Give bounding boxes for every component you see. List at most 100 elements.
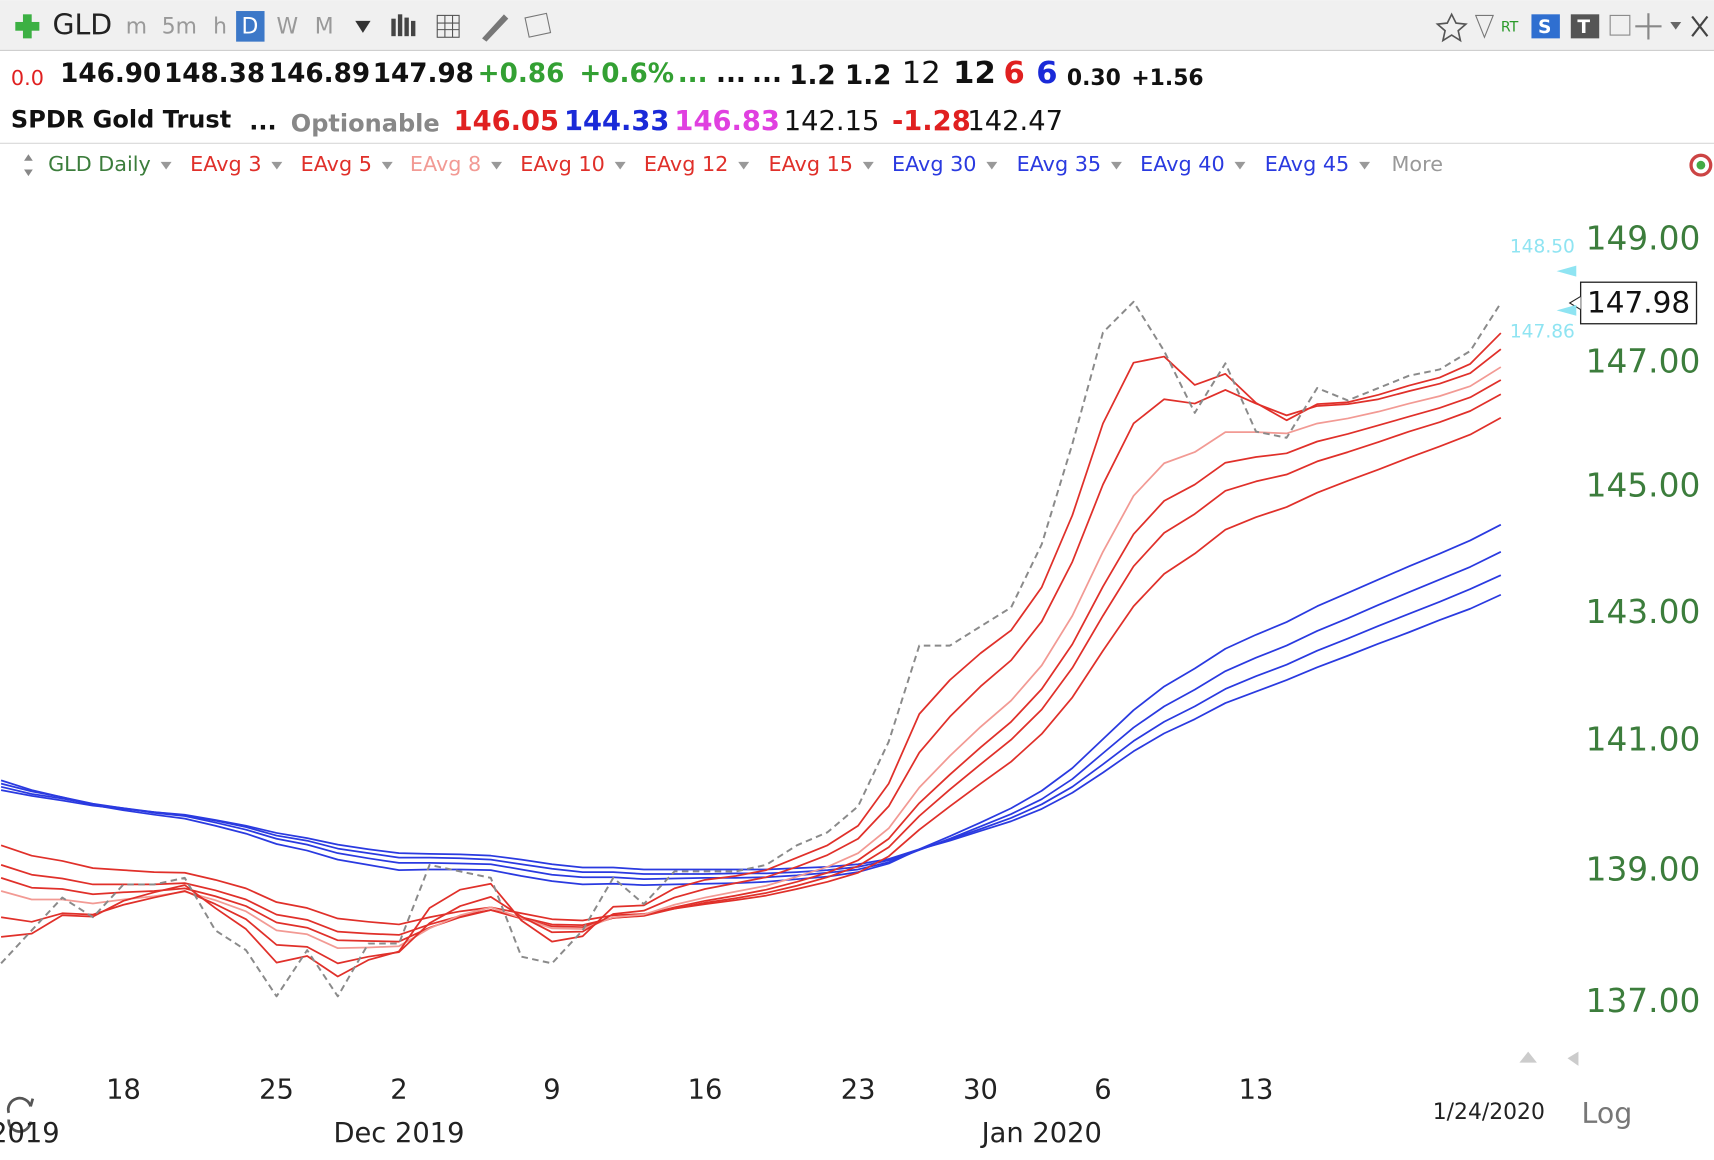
- y-tick-label: 137.00: [1586, 982, 1701, 1020]
- x-tick-label: 18: [106, 1075, 141, 1106]
- rt-label[interactable]: RT: [1501, 19, 1519, 35]
- quote-field: 142.15: [784, 106, 880, 137]
- close-icon[interactable]: [1691, 15, 1709, 37]
- security-name: SPDR Gold Trust: [11, 105, 231, 133]
- quote-open: 146.90: [60, 59, 161, 89]
- quote-net: +0.86: [478, 59, 565, 89]
- legend-dropdown[interactable]: [738, 161, 750, 170]
- x-tick-label: 6: [1094, 1075, 1111, 1106]
- legend-entry[interactable]: EAvg 5: [301, 152, 372, 176]
- last-price: 147.98: [1587, 286, 1690, 320]
- x-tick-label: 25: [259, 1075, 294, 1106]
- symbol[interactable]: GLD: [52, 8, 112, 41]
- legend-dropdown[interactable]: [1359, 161, 1371, 170]
- scale-toggle[interactable]: Log: [1582, 1097, 1633, 1130]
- y-tick-label: 141.00: [1586, 721, 1701, 759]
- save-icon[interactable]: [1609, 14, 1631, 36]
- legend-entry[interactable]: EAvg 15: [768, 152, 853, 176]
- legend-dropdown[interactable]: [1110, 161, 1122, 170]
- x-tick-label: 2: [390, 1075, 407, 1106]
- legend-dropdown[interactable]: [271, 161, 283, 170]
- legend-dropdown[interactable]: [491, 161, 503, 170]
- plot-area: [0, 300, 1502, 998]
- quote-field: 6: [1036, 56, 1057, 91]
- side-marker-label: 148.50: [1510, 237, 1575, 258]
- interval[interactable]: D: [242, 14, 259, 39]
- interval-active: [236, 11, 265, 42]
- quote-field: 0.30: [1067, 66, 1121, 91]
- legend-dropdown[interactable]: [862, 161, 874, 170]
- ema-line: [0, 417, 1502, 926]
- legend-entry[interactable]: EAvg 40: [1140, 152, 1225, 176]
- quote-dots: ...: [678, 59, 708, 89]
- dropdown-icon[interactable]: [355, 20, 371, 33]
- legend-entry[interactable]: EAvg 35: [1017, 152, 1102, 176]
- s-badge[interactable]: S: [1538, 17, 1551, 38]
- quote-dots: ...: [249, 108, 276, 136]
- y-tick-label: 149.00: [1586, 220, 1701, 258]
- y-tick-label: 139.00: [1586, 850, 1701, 888]
- table-icon[interactable]: [436, 14, 460, 38]
- optionable: Optionable: [291, 110, 440, 138]
- last-price-pointer: [1568, 295, 1581, 311]
- quote-field: 6: [1003, 56, 1024, 91]
- quote-dots: ...: [752, 59, 782, 89]
- legend-dropdown[interactable]: [986, 161, 998, 170]
- interval[interactable]: M: [315, 14, 334, 39]
- period-label: Dec 2019: [333, 1118, 464, 1149]
- x-tick-label: 30: [963, 1075, 998, 1106]
- bar-style-icon[interactable]: [391, 14, 416, 37]
- y-tick-label: 143.00: [1586, 593, 1701, 631]
- legend-more[interactable]: More: [1392, 152, 1443, 176]
- menu-icon[interactable]: [1670, 21, 1682, 30]
- ema-line: [0, 379, 1502, 943]
- legend-entry[interactable]: GLD Daily: [48, 152, 151, 176]
- quote-pct: +0.6%: [579, 59, 674, 89]
- y-tick-label: 147.00: [1586, 342, 1701, 380]
- legend-entry[interactable]: EAvg 3: [190, 152, 261, 176]
- toolbar: [0, 0, 1714, 51]
- add-symbol-icon[interactable]: [15, 14, 40, 39]
- legend-dropdown[interactable]: [1234, 161, 1246, 170]
- interval[interactable]: W: [277, 14, 299, 39]
- quote-field: 146.05: [454, 106, 559, 137]
- interval[interactable]: h: [213, 14, 227, 39]
- legend-handle[interactable]: [24, 154, 33, 177]
- interval[interactable]: 5m: [162, 14, 197, 39]
- quote-low: 146.89: [269, 59, 370, 89]
- legend-dropdown[interactable]: [614, 161, 626, 170]
- note-icon[interactable]: [524, 12, 552, 38]
- t-badge[interactable]: T: [1577, 17, 1590, 38]
- alert-icon[interactable]: [1474, 14, 1494, 39]
- scroll-arrows[interactable]: [1519, 1051, 1579, 1066]
- legend-entry[interactable]: EAvg 10: [520, 152, 605, 176]
- ema-line: [0, 348, 1502, 965]
- quote-field: 146.83: [674, 106, 779, 137]
- legend-entry[interactable]: EAvg 30: [892, 152, 977, 176]
- refresh-icon[interactable]: [6, 1096, 35, 1133]
- quote-field: 12: [902, 56, 941, 91]
- quote-field: 12: [953, 56, 996, 91]
- quote-field: 144.33: [564, 106, 669, 137]
- quote-field: 142.47: [967, 106, 1063, 137]
- x-tick-label: 9: [543, 1075, 560, 1106]
- legend-entry[interactable]: EAvg 45: [1265, 152, 1350, 176]
- ema-line: [0, 523, 1502, 886]
- legend-dropdown[interactable]: [160, 161, 172, 170]
- draw-icon[interactable]: [482, 14, 509, 42]
- legend-dropdown[interactable]: [381, 161, 393, 170]
- s-icon[interactable]: [1531, 14, 1560, 39]
- legend-entry[interactable]: EAvg 8: [410, 152, 481, 176]
- period-label: 2019: [0, 1118, 60, 1149]
- period-label: Jan 2020: [980, 1118, 1102, 1149]
- interval[interactable]: m: [126, 14, 147, 39]
- x-tick-label: 13: [1239, 1075, 1274, 1106]
- quote-field: 1.2: [845, 61, 891, 91]
- move-icon[interactable]: [1635, 13, 1662, 40]
- settings-icon[interactable]: [1689, 153, 1713, 177]
- legend-entry[interactable]: EAvg 12: [644, 152, 729, 176]
- star-icon[interactable]: [1435, 12, 1468, 43]
- t-icon[interactable]: [1570, 14, 1600, 39]
